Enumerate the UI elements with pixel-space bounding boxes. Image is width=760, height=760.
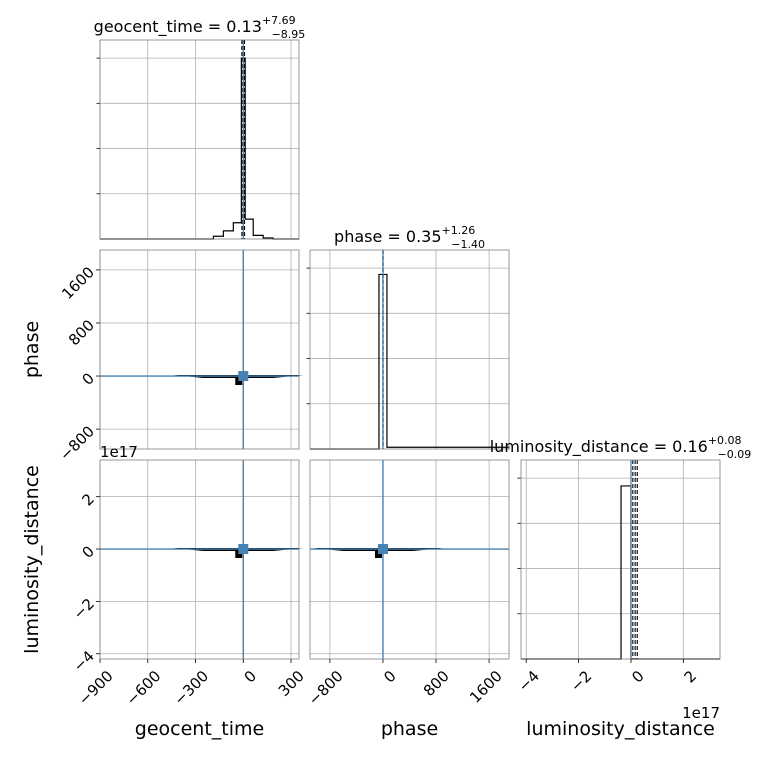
hist-phase-frame — [309, 249, 510, 450]
x-axis-label-geocent_time: geocent_time — [135, 718, 264, 740]
2d-panel-geocent_time-vs-luminosity_distance — [99, 460, 304, 659]
y-tick-label: 1600 — [58, 263, 98, 303]
title-sup: +0.08 — [708, 434, 742, 447]
x-tick-label: −2 — [567, 667, 595, 695]
truth-marker — [377, 544, 388, 555]
panel-title-geocent_time: geocent_time = 0.13+7.69 −8.95 — [94, 14, 306, 41]
title-main: luminosity_distance = 0.16 — [490, 437, 708, 457]
y-axis-label-phase: phase — [21, 321, 43, 378]
hist-panel-luminosity_distance — [517, 460, 720, 660]
x-tick-label: 0 — [241, 667, 260, 686]
x-tick-label: −800 — [305, 667, 347, 709]
y-axis-label-luminosity_distance: luminosity_distance — [21, 465, 43, 654]
hist-panel-geocent_time — [96, 40, 299, 240]
2d-panel-geocent_time-vs-phase — [99, 250, 304, 449]
title-sup: +7.69 — [262, 14, 296, 27]
2d-panel-phase-vs-luminosity_distance — [310, 460, 509, 659]
x-tick-label: 800 — [420, 667, 453, 700]
hist-geocent_time-frame — [99, 39, 300, 240]
title-main: phase = 0.35 — [334, 227, 441, 246]
y-tick-label: −2 — [70, 595, 98, 623]
2d-phase-luminosity_distance-frame — [309, 459, 510, 660]
x-tick-label: −4 — [515, 667, 543, 695]
2d-geocent_time-phase-frame — [99, 249, 300, 450]
x-tick-label: 1600 — [466, 667, 506, 707]
truth-marker — [238, 544, 249, 555]
x-tick-label: −300 — [170, 667, 212, 709]
y-tick-label: 0 — [79, 369, 98, 388]
panel-title-phase: phase = 0.35+1.26 −1.40 — [334, 224, 485, 251]
title-sup: +1.26 — [442, 224, 476, 237]
title-sub: −1.40 — [451, 238, 485, 251]
x-tick-label: 0 — [628, 667, 647, 686]
title-sub: −0.09 — [718, 448, 752, 461]
x-axis-label-luminosity_distance: luminosity_distance — [526, 718, 715, 740]
x-tick-label: 0 — [380, 667, 399, 686]
histogram-step-phase — [310, 273, 510, 450]
y-tick-label: −4 — [70, 647, 98, 675]
y-tick-label: 800 — [65, 316, 98, 349]
y-tick-label: −800 — [56, 422, 98, 464]
title-main: geocent_time = 0.13 — [94, 17, 262, 37]
histogram-step-luminosity_distance — [521, 485, 720, 660]
x-tick-label: −600 — [123, 667, 165, 709]
x-offset-label: 1e17 — [682, 704, 720, 722]
panel-title-luminosity_distance: luminosity_distance = 0.16+0.08 −0.09 — [490, 434, 752, 461]
y-offset-label: 1e17 — [100, 443, 138, 461]
x-axis-label-phase: phase — [381, 718, 438, 740]
title-sub: −8.95 — [272, 28, 306, 41]
2d-geocent_time-luminosity_distance-frame — [99, 459, 300, 660]
x-tick-label: 2 — [681, 667, 700, 686]
x-tick-label: 300 — [275, 667, 308, 700]
y-tick-label: 2 — [79, 490, 98, 509]
truth-marker — [238, 371, 249, 382]
y-tick-label: 0 — [79, 542, 98, 561]
hist-luminosity_distance-frame — [520, 459, 721, 660]
hist-panel-phase — [306, 250, 510, 450]
